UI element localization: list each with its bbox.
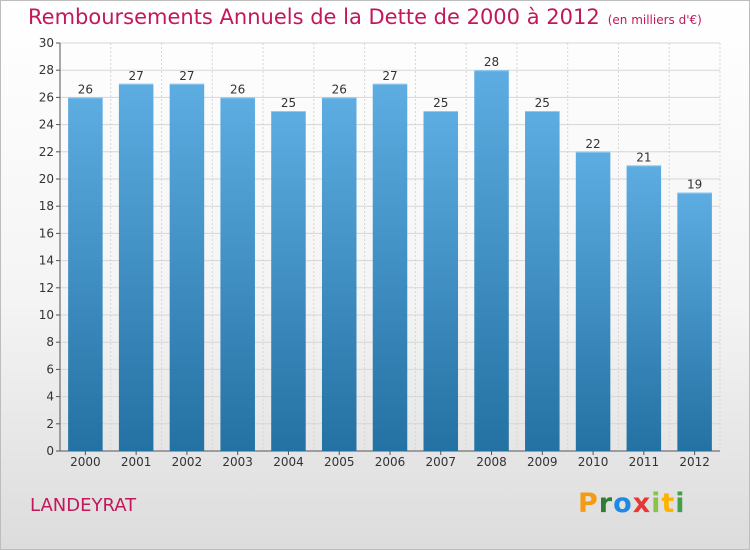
data-label-2005: 26 <box>332 82 347 96</box>
y-tick-label: 6 <box>46 362 54 376</box>
y-tick-label: 22 <box>39 145 54 159</box>
data-label-2000: 26 <box>78 82 93 96</box>
title-main: Remboursements Annuels de la Dette de 20… <box>28 5 600 29</box>
y-tick-label: 24 <box>39 118 54 132</box>
x-tick-label-2011: 2011 <box>629 455 660 469</box>
bar-2007 <box>423 111 459 451</box>
y-tick-label: 12 <box>39 281 54 295</box>
data-label-2003: 26 <box>230 82 245 96</box>
commune-name: LANDEYRAT <box>30 495 137 516</box>
data-labels: 26 27 27 26 25 26 27 25 28 25 22 21 19 <box>78 55 703 191</box>
x-tick-label-2000: 2000 <box>70 455 101 469</box>
y-tick-label: 20 <box>39 172 54 186</box>
y-tick-label: 16 <box>39 226 54 240</box>
bar-2010 <box>575 151 611 452</box>
y-tick-label: 10 <box>39 308 54 322</box>
data-label-2001: 27 <box>129 69 144 83</box>
bar-2011 <box>626 165 662 451</box>
y-tick-label: 28 <box>39 63 54 77</box>
chart-title: Remboursements Annuels de la Dette de 20… <box>28 5 702 29</box>
data-label-2006: 27 <box>382 69 397 83</box>
x-tick-label-2005: 2005 <box>324 455 355 469</box>
data-label-2011: 21 <box>636 150 651 164</box>
y-tick-label: 0 <box>46 444 54 458</box>
y-tick-label: 4 <box>46 390 54 404</box>
title-unit: (en milliers d'€) <box>607 13 702 27</box>
bar-2012 <box>677 192 712 451</box>
y-tick-label: 8 <box>46 335 54 349</box>
x-tick-label-2001: 2001 <box>121 455 152 469</box>
x-tick-label-2007: 2007 <box>425 455 456 469</box>
x-tick-label-2002: 2002 <box>172 455 203 469</box>
y-tick-label: 30 <box>39 36 54 50</box>
x-tick-label-2012: 2012 <box>679 455 710 469</box>
proxiti-logo: Proxiti <box>578 488 686 519</box>
bar-2002 <box>169 83 205 452</box>
bar-2005 <box>321 97 357 452</box>
x-tick-label-2008: 2008 <box>476 455 507 469</box>
x-tick-label-2009: 2009 <box>527 455 558 469</box>
y-tick-label: 18 <box>39 199 54 213</box>
bars <box>68 70 712 452</box>
data-label-2008: 28 <box>484 55 499 69</box>
data-label-2010: 22 <box>585 137 600 151</box>
data-label-2004: 25 <box>281 96 296 110</box>
bar-2004 <box>271 111 306 451</box>
bar-2008 <box>474 70 509 451</box>
y-tick-label: 14 <box>39 254 54 268</box>
bar-2001 <box>118 83 154 452</box>
data-label-2002: 27 <box>179 69 194 83</box>
data-label-2009: 25 <box>535 96 550 110</box>
bar-2003 <box>220 97 255 452</box>
x-tick-label-2006: 2006 <box>375 455 406 469</box>
y-tick-label: 26 <box>39 90 54 104</box>
bar-2009 <box>525 111 560 451</box>
x-tick-label-2003: 2003 <box>222 455 253 469</box>
bar-2000 <box>68 97 103 452</box>
y-tick-label: 2 <box>46 417 54 431</box>
data-label-2007: 25 <box>433 96 448 110</box>
x-tick-label-2004: 2004 <box>273 455 304 469</box>
data-label-2012: 19 <box>687 178 702 192</box>
bar-2006 <box>372 83 408 452</box>
x-tick-label-2010: 2010 <box>578 455 609 469</box>
